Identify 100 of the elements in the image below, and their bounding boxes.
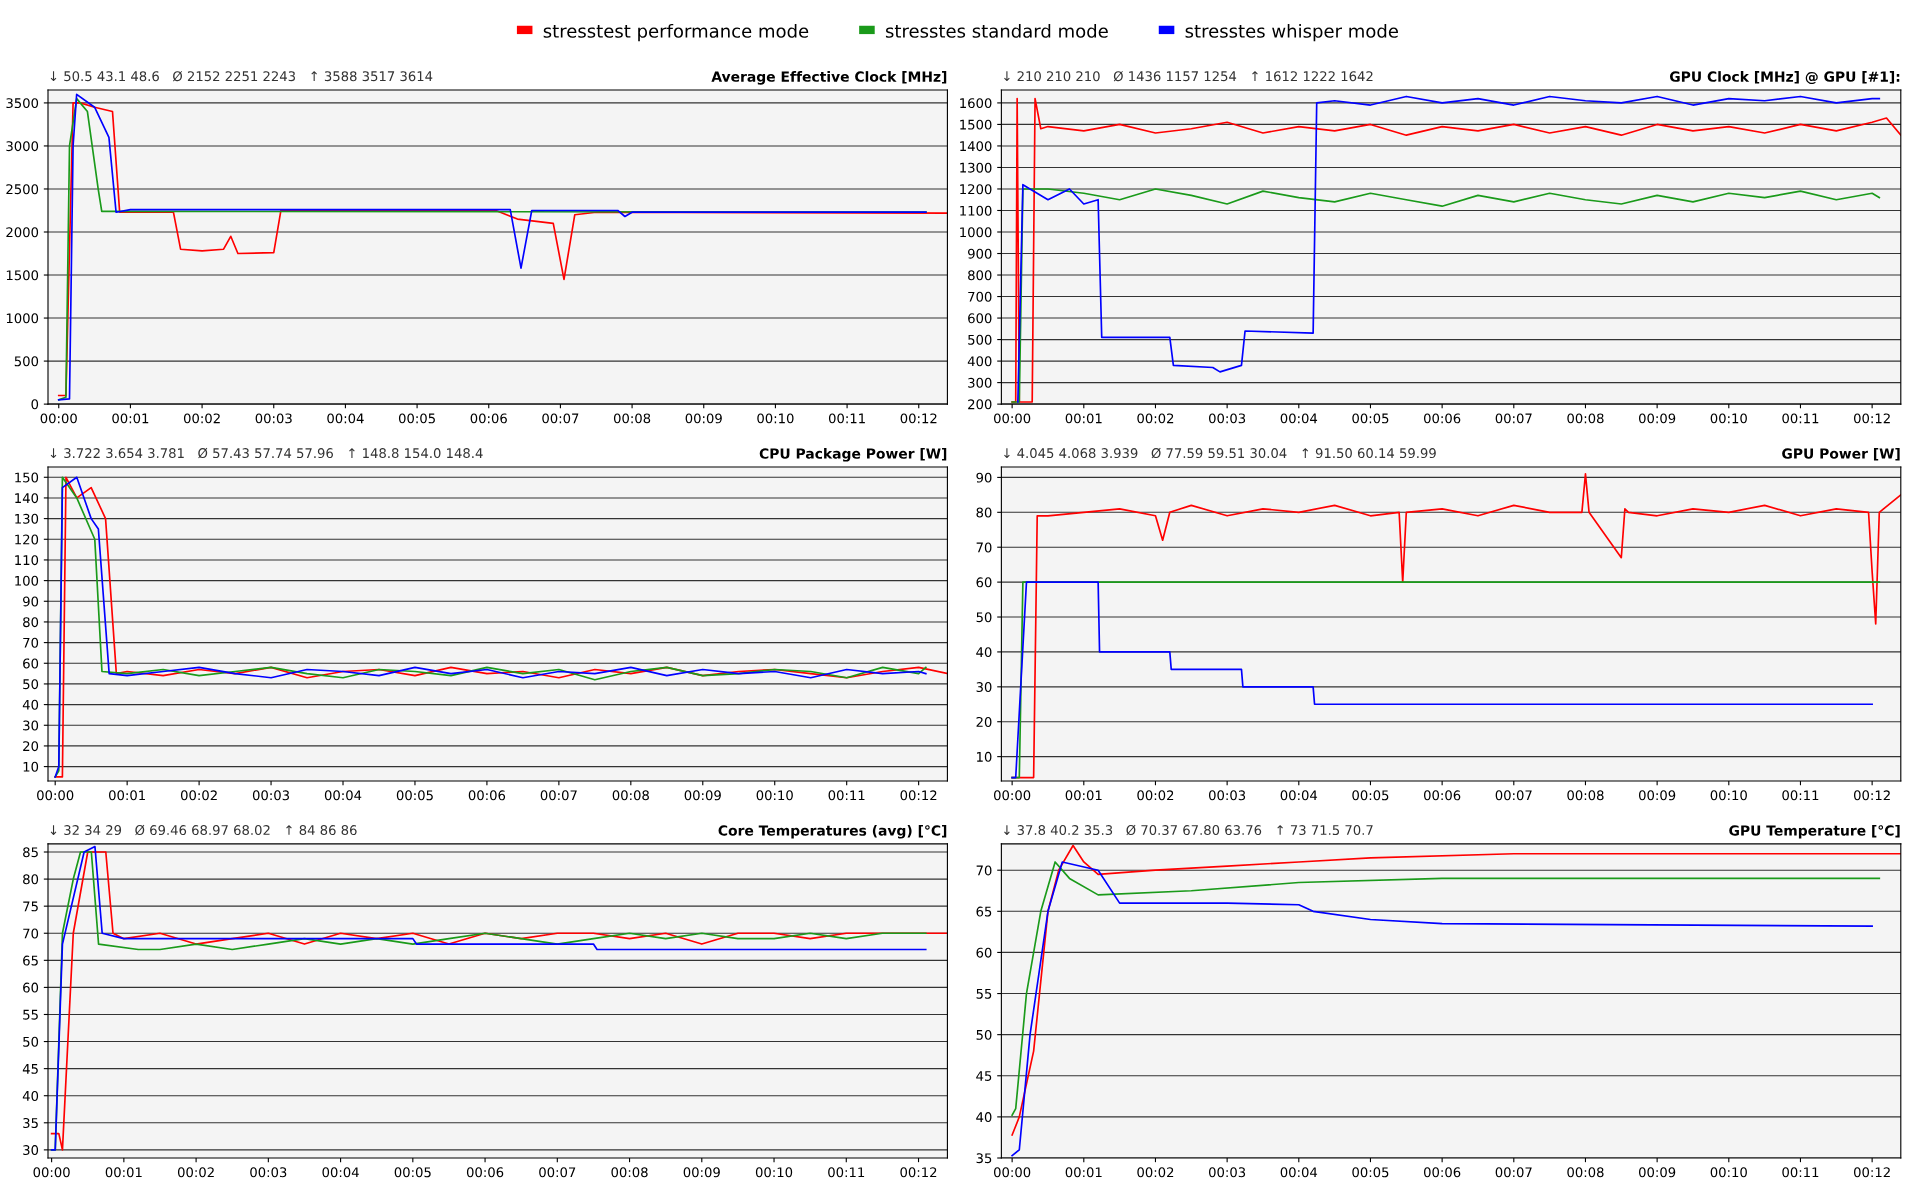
- y-tick-label: 0: [31, 399, 39, 410]
- x-tick-label: 00:06: [1423, 790, 1461, 801]
- x-tick-label: 00:08: [1567, 1167, 1604, 1178]
- y-tick-label: 800: [968, 270, 992, 281]
- y-tick-label: 60: [23, 658, 39, 669]
- x-tick-label: 00:03: [250, 1167, 287, 1178]
- x-tick-label: 00:05: [396, 790, 433, 801]
- y-tick-label: 300: [968, 377, 992, 388]
- y-tick-label: 50: [23, 679, 39, 690]
- x-tick-label: 00:07: [1495, 413, 1532, 424]
- x-tick-label: 00:04: [324, 790, 362, 801]
- x-tick-label: 00:01: [1065, 1167, 1102, 1178]
- text: ↓ 4.045 4.068 3.939 Ø 77.59 59.51 30.04 ↑ 91.50 60.14 59.99: [1004, 447, 1436, 459]
- x-tick-label: 00:06: [468, 790, 506, 801]
- x-tick-label: 00:03: [1208, 1167, 1246, 1178]
- x-tick-label: 00:09: [684, 790, 721, 801]
- x-tick-label: 00:04: [327, 413, 364, 424]
- x-tick-label: 00:00: [40, 413, 77, 424]
- y-tick-label: 2000: [6, 227, 39, 238]
- x-tick-label: 00:11: [1782, 1167, 1819, 1178]
- x-tick-label: 00:10: [1710, 413, 1747, 424]
- x-tick-label: 00:05: [394, 1167, 431, 1178]
- x-tick-label: 00:02: [183, 413, 220, 424]
- x-tick-label: 00:11: [828, 413, 865, 424]
- y-tick-label: 30: [23, 1145, 39, 1156]
- x-tick-label: 00:10: [756, 790, 793, 801]
- y-tick-label: 70: [23, 928, 39, 939]
- y-tick-label: 55: [23, 1009, 38, 1020]
- x-tick-label: 00:12: [900, 1167, 937, 1178]
- legend-label: stresstes standard mode: [885, 23, 1108, 38]
- y-tick-label: 60: [23, 982, 39, 993]
- y-tick-label: 30: [976, 682, 992, 693]
- x-tick-label: 00:01: [1065, 790, 1102, 801]
- y-tick-label: 400: [967, 356, 992, 367]
- x-tick-label: 00:04: [1280, 1167, 1318, 1178]
- y-tick-label: 65: [976, 906, 992, 917]
- x-tick-label: 00:08: [1567, 790, 1604, 801]
- x-tick-label: 00:05: [1352, 790, 1389, 801]
- x-tick-label: 00:09: [683, 1167, 720, 1178]
- y-tick-label: 80: [23, 617, 39, 628]
- text: ↓ 32 34 29 Ø 69.46 68.97 68.02 ↑ 84 86 86: [50, 824, 357, 836]
- text: ↓ 37.8 40.2 35.3 Ø 70.37 67.80 63.76 ↑ 73 71.5 70.7: [1004, 824, 1373, 836]
- x-tick-label: 00:02: [177, 1167, 214, 1178]
- y-tick-label: 130: [15, 513, 39, 524]
- x-tick-label: 00:10: [755, 1167, 793, 1178]
- x-tick-label: 00:00: [37, 790, 74, 801]
- y-tick-label: 110: [15, 555, 39, 566]
- x-tick-label: 00:11: [1782, 790, 1819, 801]
- x-tick-label: 00:12: [1853, 1167, 1890, 1178]
- x-tick-label: 00:09: [685, 413, 722, 424]
- x-tick-label: 00:07: [1495, 790, 1532, 801]
- y-tick-label: 70: [23, 637, 39, 648]
- y-tick-label: 55: [976, 988, 992, 999]
- y-tick-label: 600: [968, 313, 992, 324]
- y-tick-label: 45: [976, 1071, 992, 1081]
- x-tick-label: 00:09: [1638, 790, 1676, 801]
- y-tick-label: 60: [976, 577, 992, 588]
- y-tick-label: 1500: [6, 270, 39, 281]
- chart-title: Average Effective Clock [MHz]: [711, 71, 947, 85]
- y-tick-label: 900: [968, 248, 992, 259]
- x-tick-label: 00:03: [252, 790, 290, 801]
- x-tick-label: 00:11: [1782, 413, 1819, 424]
- y-tick-label: 50: [976, 612, 992, 623]
- x-tick-label: 00:02: [180, 790, 217, 801]
- y-tick-label: 1400: [960, 141, 992, 152]
- x-tick-label: 00:05: [1352, 1167, 1389, 1178]
- y-tick-label: 1200: [960, 184, 992, 195]
- y-tick-label: 10: [23, 761, 39, 772]
- x-tick-label: 00:12: [900, 790, 937, 801]
- y-tick-label: 20: [976, 716, 992, 727]
- x-tick-label: 00:04: [1280, 790, 1318, 801]
- y-tick-label: 120: [15, 534, 39, 545]
- chart-title: GPU Temperature [°C]: [1729, 825, 1900, 839]
- x-tick-label: 00:08: [1567, 413, 1604, 424]
- y-tick-label: 30: [23, 720, 39, 731]
- y-tick-label: 1300: [960, 162, 992, 173]
- y-tick-label: 1000: [960, 227, 992, 238]
- y-tick-label: 1000: [6, 313, 39, 324]
- x-tick-label: 00:06: [1423, 1167, 1461, 1178]
- y-tick-label: 20: [23, 741, 39, 752]
- x-tick-label: 00:00: [33, 1167, 70, 1178]
- y-tick-label: 75: [23, 901, 38, 912]
- x-tick-label: 00:07: [1495, 1167, 1532, 1178]
- chart-title: Core Temperatures (avg) [°C]: [718, 825, 947, 839]
- x-tick-label: 00:10: [1710, 790, 1747, 801]
- legend-label: stresstes whisper mode: [1185, 23, 1398, 42]
- y-tick-label: 70: [976, 865, 992, 876]
- y-tick-label: 10: [977, 751, 992, 762]
- y-tick-label: 85: [23, 847, 38, 858]
- x-tick-label: 00:08: [611, 1167, 648, 1178]
- x-tick-label: 00:10: [1710, 1167, 1747, 1178]
- y-tick-label: 35: [23, 1118, 38, 1128]
- x-tick-label: 00:03: [1208, 790, 1246, 801]
- x-tick-label: 00:01: [112, 413, 149, 424]
- y-tick-label: 65: [23, 955, 38, 966]
- x-tick-label: 00:06: [1423, 413, 1461, 424]
- y-tick-label: 90: [23, 596, 39, 607]
- chart-title: GPU Power [W]: [1782, 448, 1900, 461]
- y-tick-label: 40: [976, 1112, 992, 1123]
- y-tick-label: 60: [976, 947, 992, 958]
